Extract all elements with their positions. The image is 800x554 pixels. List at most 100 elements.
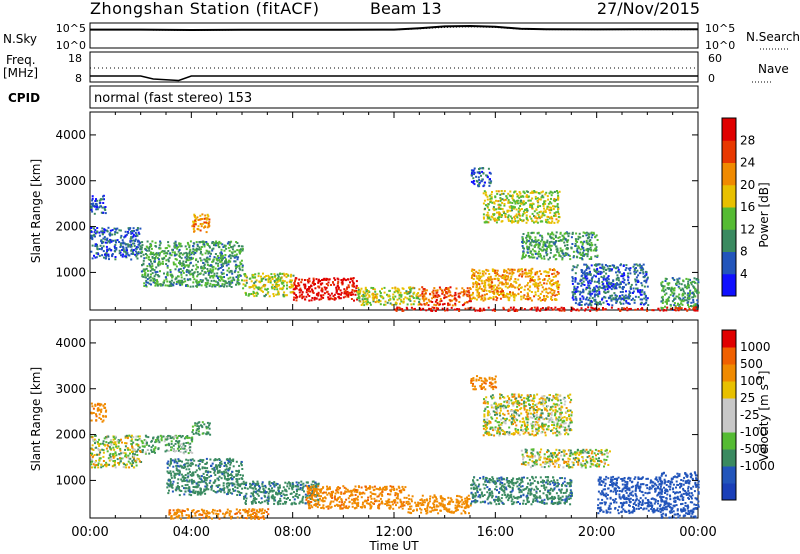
echo-cell — [187, 489, 190, 492]
echo-cell — [163, 250, 166, 253]
echo-cell — [530, 299, 533, 302]
echo-cell — [694, 309, 697, 312]
echo-cell — [320, 295, 323, 298]
echo-cell — [596, 272, 599, 275]
echo-cell — [660, 283, 663, 286]
echo-cell — [473, 274, 476, 277]
echo-cell — [138, 446, 141, 449]
echo-cell — [186, 437, 189, 439]
echo-cell — [104, 436, 107, 439]
echo-cell — [235, 473, 238, 476]
echo-cell — [263, 276, 266, 278]
echo-cell — [571, 268, 574, 271]
echo-cell — [339, 297, 342, 300]
echo-cell — [554, 213, 557, 216]
echo-cell — [181, 283, 184, 286]
echo-cell — [555, 231, 558, 234]
echo-cell — [592, 232, 595, 235]
echo-cell — [137, 243, 140, 246]
echo-cell — [537, 239, 540, 242]
echo-cell — [170, 254, 173, 257]
echo-cell — [629, 267, 632, 270]
echo-cell — [315, 278, 318, 281]
echo-cell — [199, 223, 202, 225]
echo-cell — [574, 238, 577, 241]
echo-cell — [598, 263, 601, 266]
echo-cell — [206, 461, 208, 464]
echo-cell — [574, 272, 577, 275]
echo-cell — [100, 211, 103, 214]
echo-cell — [151, 272, 154, 275]
echo-cell — [219, 266, 222, 269]
echo-cell — [300, 289, 303, 292]
echo-cell — [604, 296, 607, 299]
echo-cell — [531, 190, 534, 193]
echo-cell — [443, 294, 446, 297]
echo-cell — [216, 255, 219, 257]
echo-cell — [528, 269, 531, 272]
echo-cell — [489, 201, 492, 204]
echo-cell — [178, 271, 181, 273]
echo-cell — [575, 266, 578, 269]
echo-cell — [430, 309, 432, 312]
echo-cell — [561, 258, 564, 261]
echo-cell — [129, 240, 132, 243]
echo-cell — [176, 441, 179, 444]
echo-cell — [175, 280, 178, 283]
echo-cell — [692, 301, 695, 304]
echo-cell — [481, 272, 484, 275]
echo-cell — [102, 404, 105, 407]
echo-cell — [507, 219, 510, 222]
echo-cell — [392, 293, 395, 296]
echo-cell — [129, 237, 132, 240]
echo-cell — [451, 304, 454, 307]
echo-cell — [253, 284, 256, 287]
echo-cell — [275, 283, 278, 286]
echo-cell — [515, 213, 518, 216]
echo-cell — [587, 242, 590, 245]
echo-cell — [528, 243, 531, 246]
echo-cell — [371, 293, 374, 296]
echo-cell — [675, 284, 678, 286]
echo-cell — [432, 289, 435, 292]
echo-cell — [209, 268, 212, 271]
echo-cell — [230, 270, 233, 273]
echo-cell — [531, 248, 534, 251]
echo-cell — [113, 455, 116, 458]
echo-cell — [467, 307, 470, 310]
echo-cell — [319, 283, 322, 286]
echo-cell — [541, 194, 544, 197]
echo-cell — [374, 301, 377, 304]
echo-cell — [252, 274, 255, 276]
echo-cell — [490, 288, 493, 291]
echo-cell — [571, 307, 574, 310]
echo-cell — [230, 286, 233, 288]
echo-cell — [518, 270, 521, 273]
echo-cell — [103, 228, 106, 231]
echo-cell — [372, 293, 375, 296]
echo-cell — [419, 294, 422, 297]
echo-cell — [173, 472, 176, 475]
echo-cell — [131, 230, 134, 232]
echo-cell — [509, 306, 512, 309]
echo-cell — [466, 301, 469, 304]
echo-cell — [228, 488, 231, 491]
echo-cell — [215, 240, 218, 243]
echo-cell — [555, 245, 558, 248]
echo-cell — [151, 240, 154, 243]
echo-cell — [239, 263, 242, 266]
echo-cell — [332, 281, 334, 284]
echo-cell — [511, 209, 513, 212]
echo-cell — [132, 452, 134, 455]
echo-cell — [514, 217, 516, 220]
echo-cell — [545, 282, 548, 285]
echo-cell — [588, 240, 591, 243]
echo-cell — [600, 267, 603, 270]
echo-cell — [194, 486, 196, 489]
echo-cell — [607, 275, 610, 278]
echo-cell — [396, 290, 399, 293]
echo-cell — [652, 309, 655, 312]
echo-cell — [406, 292, 409, 295]
echo-cell — [241, 249, 244, 252]
echo-cell — [636, 289, 639, 292]
